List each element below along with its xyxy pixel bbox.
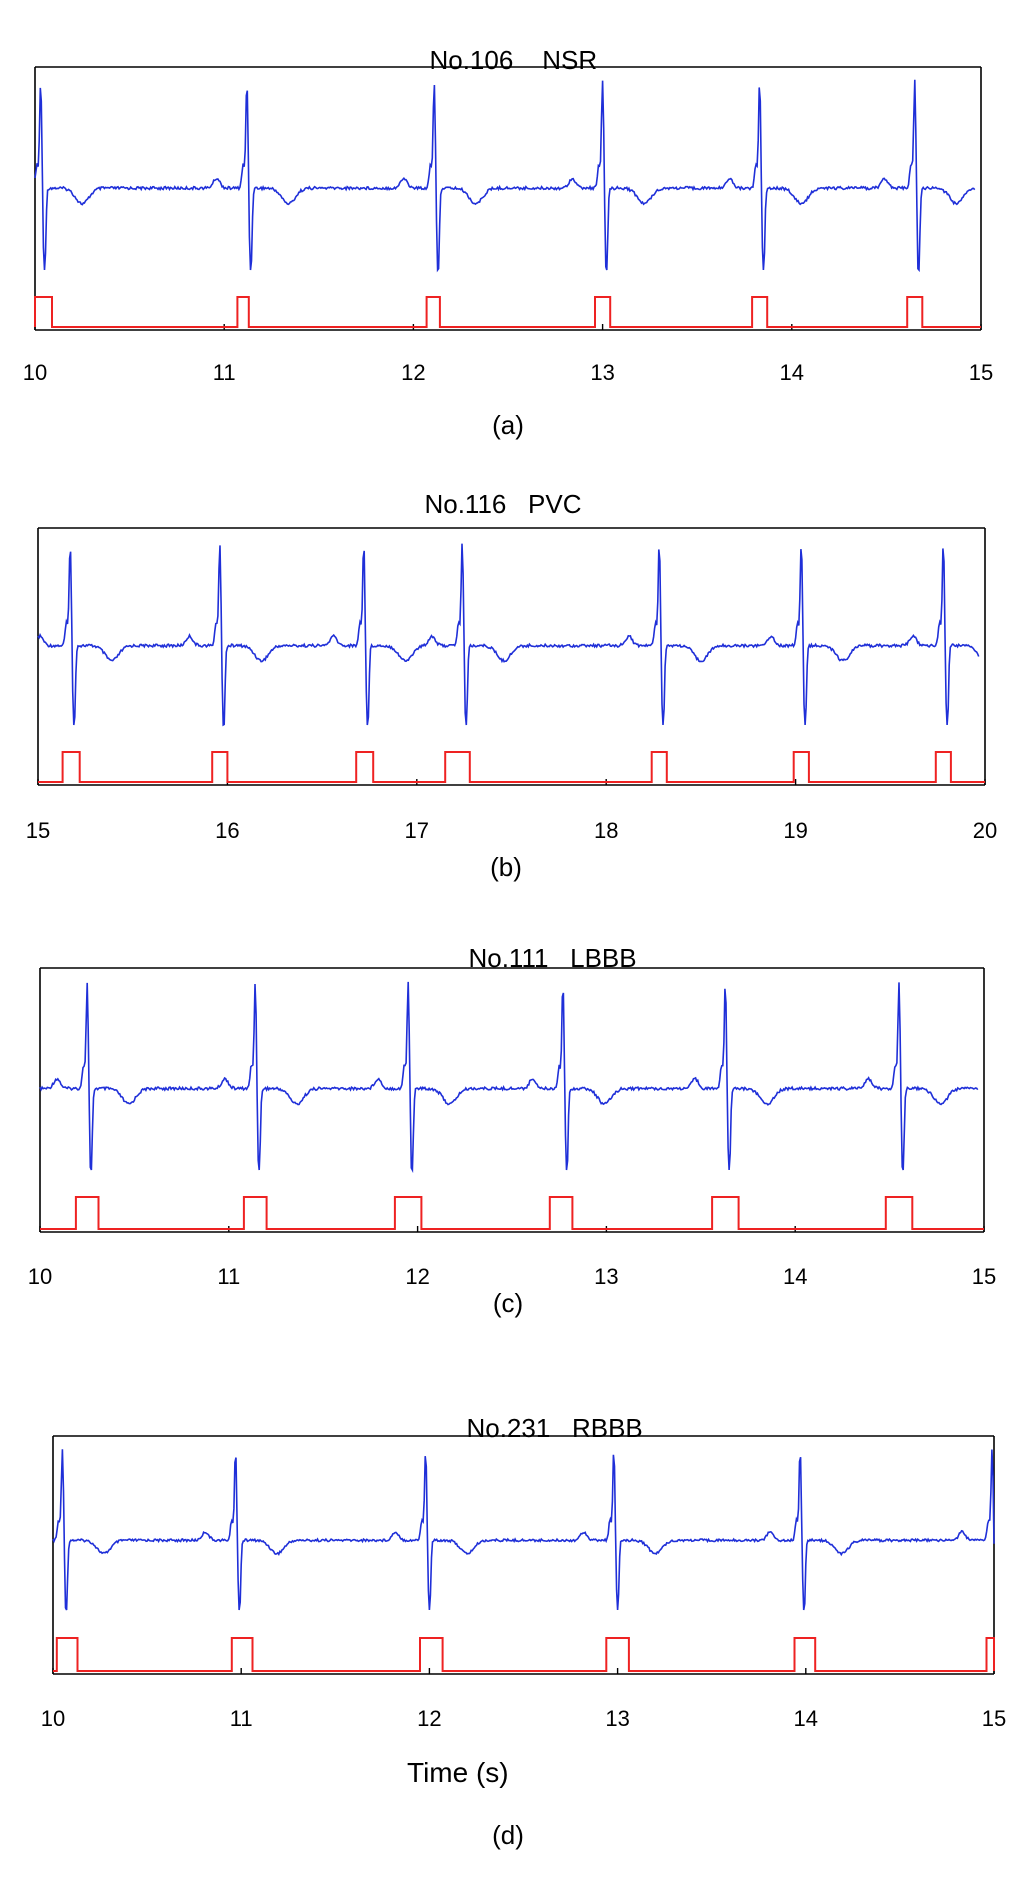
panel-b-caption: (b) xyxy=(490,852,522,882)
panel-d-caption: (d) xyxy=(492,1820,524,1850)
panel-c-tick-label: 12 xyxy=(405,1264,429,1289)
panel-b-tick-label: 15 xyxy=(26,818,50,843)
panel-c-tick-label: 14 xyxy=(783,1264,807,1289)
panel-a-tick-label: 11 xyxy=(213,360,236,385)
panel-a-record: No.106 xyxy=(429,45,514,75)
panel-d-tick-label: 12 xyxy=(417,1706,441,1731)
panel-a-caption: (a) xyxy=(492,410,524,440)
panel-c-tick-label: 15 xyxy=(972,1264,996,1289)
panel-b-tick-label: 18 xyxy=(594,818,618,843)
panel-c-caption: (c) xyxy=(492,1288,524,1318)
panel-d-detection-line xyxy=(53,1637,995,1672)
panel-a-title: No.106 NSR xyxy=(415,14,597,76)
panel-d-rhythm: RBBB xyxy=(571,1413,643,1443)
panel-a-rhythm: NSR xyxy=(542,45,598,75)
panel-d-title: No.231 RBBB xyxy=(452,1382,643,1444)
panel-d-tick-label: 15 xyxy=(982,1706,1006,1731)
panel-b-tick-label: 17 xyxy=(405,818,429,843)
panel-d-tick-label: 14 xyxy=(794,1706,818,1731)
panel-b-record: No.116 xyxy=(424,489,507,519)
panel-d-tick-label: 11 xyxy=(230,1706,253,1731)
panel-d-record: No.231 xyxy=(466,1413,551,1443)
panel-b-tick-label: 16 xyxy=(215,818,239,843)
panel-b-ecg-line xyxy=(37,543,980,727)
panel-a-tick-label: 13 xyxy=(590,360,614,385)
panel-a-ecg-line xyxy=(34,79,976,273)
panel-b-tick-label: 20 xyxy=(973,818,997,843)
x-axis-label: Time (s) xyxy=(407,1757,509,1788)
panel-d-tick-label: 10 xyxy=(41,1706,65,1731)
panel-c-tick-label: 11 xyxy=(217,1264,240,1289)
panel-a-tick-label: 10 xyxy=(23,360,47,385)
panel-c-tick-label: 10 xyxy=(28,1264,52,1289)
panel-c-tick-label: 13 xyxy=(594,1264,618,1289)
panel-a-detection-line xyxy=(34,296,981,328)
panel-c-ecg-line xyxy=(39,981,979,1174)
panel-b-tick-label: 19 xyxy=(783,818,807,843)
panel-b-title: No.116 PVC xyxy=(410,458,582,520)
panel-d-tick-label: 13 xyxy=(605,1706,629,1731)
panel-a-tick-label: 15 xyxy=(969,360,993,385)
panel-a-tick-label: 12 xyxy=(401,360,425,385)
panel-a-tick-label: 14 xyxy=(780,360,804,385)
panel-d-ecg-line xyxy=(52,1449,995,1611)
panel-c-detection-line xyxy=(40,1196,984,1230)
panel-b-detection-line xyxy=(38,751,985,783)
panel-b-rhythm: PVC xyxy=(528,489,582,519)
